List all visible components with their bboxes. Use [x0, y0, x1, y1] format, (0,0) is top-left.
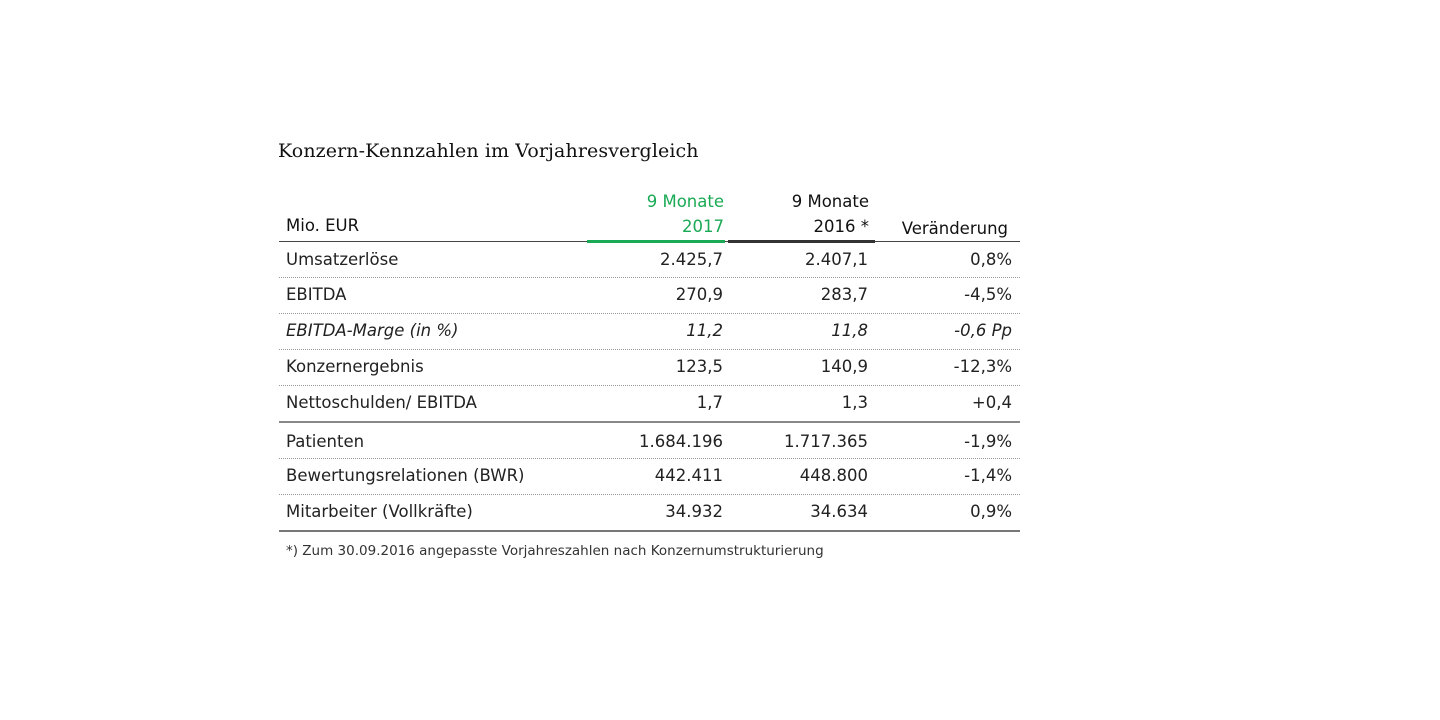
- row-change-value: +0,4: [971, 393, 1012, 412]
- table-row-konzernergebnis: Konzernergebnis 123,5 140,9 -12,3%: [279, 350, 1020, 386]
- row-change-value: -1,9%: [964, 432, 1012, 451]
- current-period-underline: [587, 240, 725, 243]
- key-figures-table: Mio. EUR 9 Monate 2017 9 Monate 2016 * V…: [279, 190, 1020, 532]
- table-row-umsatzerloese: Umsatzerlöse 2.425,7 2.407,1 0,8%: [279, 242, 1020, 278]
- footnote: *) Zum 30.09.2016 angepasste Vorjahresza…: [286, 543, 824, 559]
- row-current-value: 2.425,7: [660, 250, 723, 269]
- row-change-value: 0,9%: [970, 502, 1012, 521]
- table-title: Konzern-Kennzahlen im Vorjahresvergleich: [278, 140, 699, 162]
- row-change-value: -1,4%: [964, 466, 1012, 485]
- row-current-value: 1.684.196: [639, 432, 723, 451]
- row-current-value: 11,2: [686, 321, 723, 340]
- row-current-value: 123,5: [675, 357, 723, 376]
- row-label: Bewertungsrelationen (BWR): [286, 466, 525, 485]
- row-current-value: 1,7: [696, 393, 723, 412]
- table-row-patienten: Patienten 1.684.196 1.717.365 -1,9%: [279, 423, 1020, 459]
- table-row-bewertungsrelationen: Bewertungsrelationen (BWR) 442.411 448.8…: [279, 459, 1020, 495]
- previous-period-header-line2: 2016 *: [813, 217, 870, 236]
- row-previous-value: 1.717.365: [784, 432, 868, 451]
- current-period-header-line2: 2017: [682, 217, 724, 236]
- previous-period-header: 9 Monate 2016 *: [792, 189, 869, 239]
- row-change-value: -4,5%: [964, 285, 1012, 304]
- row-label: Mitarbeiter (Vollkräfte): [286, 502, 473, 521]
- row-change-value: -12,3%: [953, 357, 1012, 376]
- unit-header: Mio. EUR: [286, 216, 360, 235]
- row-previous-value: 448.800: [799, 466, 868, 485]
- table-row-nettoschulden: Nettoschulden/ EBITDA 1,7 1,3 +0,4: [279, 386, 1020, 423]
- row-label: Patienten: [286, 432, 365, 451]
- row-previous-value: 2.407,1: [805, 250, 868, 269]
- previous-period-header-line1: 9 Monate: [791, 192, 869, 211]
- row-previous-value: 34.634: [810, 502, 868, 521]
- current-period-header: 9 Monate 2017: [647, 189, 724, 239]
- row-current-value: 442.411: [654, 466, 723, 485]
- row-current-value: 34.932: [665, 502, 723, 521]
- row-previous-value: 140,9: [820, 357, 868, 376]
- current-period-header-line1: 9 Monate: [646, 192, 724, 211]
- table-header: Mio. EUR 9 Monate 2017 9 Monate 2016 * V…: [279, 189, 1020, 243]
- previous-period-underline: [728, 240, 875, 243]
- row-previous-value: 11,8: [831, 321, 868, 340]
- change-header: Veränderung: [901, 219, 1008, 238]
- row-change-value: -0,6 Pp: [954, 321, 1012, 340]
- row-label: Nettoschulden/ EBITDA: [286, 393, 477, 412]
- row-previous-value: 283,7: [820, 285, 868, 304]
- row-current-value: 270,9: [675, 285, 723, 304]
- row-previous-value: 1,3: [841, 393, 868, 412]
- table-row-mitarbeiter: Mitarbeiter (Vollkräfte) 34.932 34.634 0…: [279, 495, 1020, 532]
- row-label: Umsatzerlöse: [286, 250, 399, 269]
- row-label: EBITDA-Marge (in %): [286, 321, 459, 340]
- row-change-value: 0,8%: [970, 250, 1012, 269]
- table-row-ebitda: EBITDA 270,9 283,7 -4,5%: [279, 278, 1020, 314]
- table-row-ebitda-marge: EBITDA-Marge (in %) 11,2 11,8 -0,6 Pp: [279, 314, 1020, 350]
- row-label: EBITDA: [286, 285, 347, 304]
- row-label: Konzernergebnis: [286, 357, 424, 376]
